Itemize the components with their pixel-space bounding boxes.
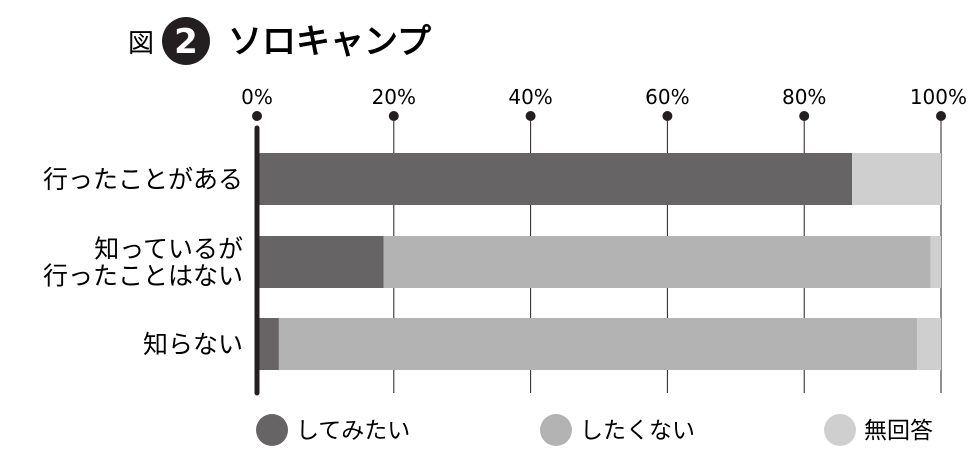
- tick-dot: [525, 111, 536, 121]
- legend-swatch: [256, 414, 288, 446]
- bar-segment: [383, 236, 931, 288]
- legend-label: してみたい: [296, 418, 410, 444]
- tick-label: 20%: [372, 85, 416, 109]
- figure-number: 2: [174, 22, 198, 62]
- tick-dot: [799, 111, 810, 121]
- figure-prefix: 図: [128, 29, 154, 59]
- bars: [257, 153, 941, 370]
- bar-segment: [257, 236, 384, 288]
- axis: 0% 20% 40% 60% 80% 100%: [241, 85, 967, 396]
- legend-label: 無回答: [864, 418, 933, 444]
- tick-label: 80%: [782, 85, 826, 109]
- bar-segment: [257, 153, 853, 205]
- category-label: 知っているが: [94, 235, 243, 264]
- bar-segment: [278, 318, 918, 370]
- figure-title: 図 2 ソロキャンプ: [128, 17, 431, 65]
- tick-dot: [936, 111, 946, 121]
- category-label: 知らない: [143, 330, 243, 359]
- bar-segment: [930, 236, 941, 288]
- tick-label: 0%: [241, 85, 273, 109]
- tick-label: 60%: [645, 85, 689, 109]
- tick-label: 100%: [910, 85, 967, 109]
- category-label: 行ったことはない: [43, 262, 243, 291]
- tick-dot: [252, 111, 262, 121]
- legend: してみたい したくない 無回答: [256, 414, 933, 446]
- bar-segment: [852, 153, 941, 205]
- tick-dot: [662, 111, 673, 121]
- bar-segment: [917, 318, 941, 370]
- legend-swatch: [540, 414, 572, 446]
- tick-label: 40%: [508, 85, 552, 109]
- figure-number-badge: [162, 17, 210, 65]
- legend-swatch: [824, 414, 856, 446]
- category-label: 行ったことがある: [43, 165, 243, 194]
- tick-dot: [388, 111, 399, 121]
- legend-label: したくない: [580, 418, 695, 444]
- chart-title: ソロキャンプ: [228, 22, 431, 62]
- bar-segment: [257, 318, 279, 370]
